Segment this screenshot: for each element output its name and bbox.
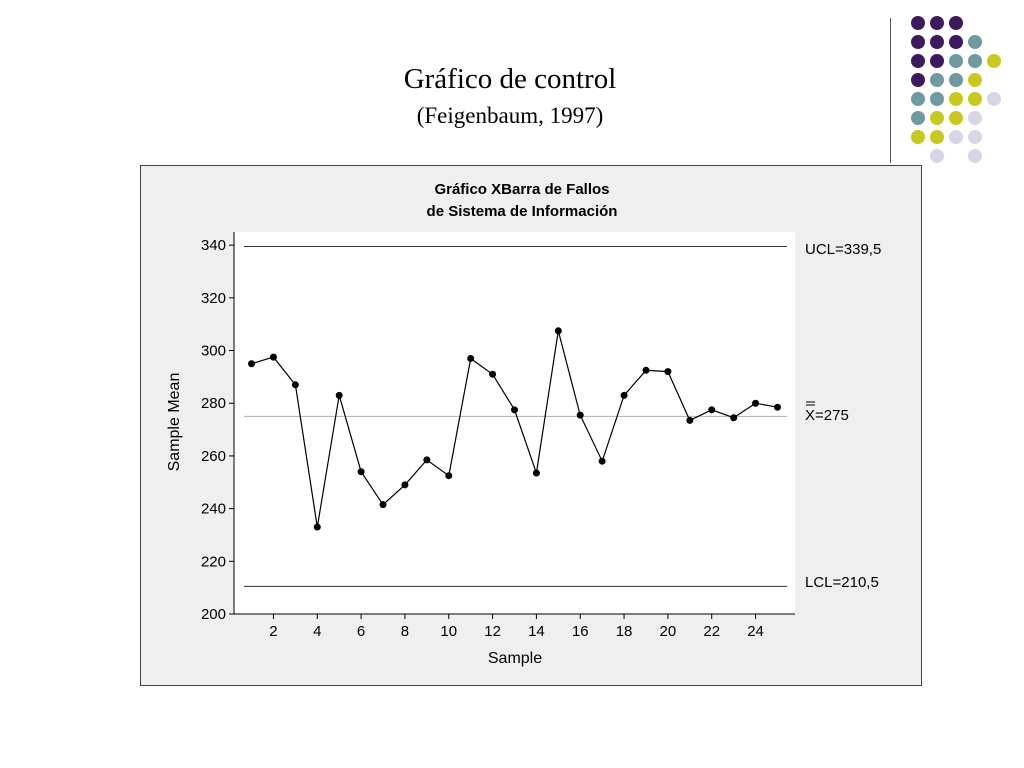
- decorative-dot: [968, 92, 982, 106]
- data-point: [730, 414, 738, 422]
- data-point: [752, 399, 760, 407]
- data-point: [379, 501, 387, 509]
- decorative-dot: [930, 149, 944, 163]
- decorative-dot-grid: [911, 16, 1001, 163]
- data-point: [708, 406, 716, 414]
- decorative-dot: [911, 130, 925, 144]
- x-tick-label: 12: [484, 623, 501, 640]
- x-tick-label: 6: [357, 623, 365, 640]
- control-limits: [244, 245, 787, 587]
- data-point: [511, 406, 518, 414]
- decorative-divider: [890, 18, 891, 163]
- data-point: [598, 457, 606, 465]
- xbar-control-chart: Gráfico XBarra de Fallos de Sistema de I…: [166, 181, 881, 667]
- decorative-dot: [987, 54, 1001, 68]
- x-tick-label: 20: [660, 623, 677, 640]
- y-tick-label: 240: [201, 501, 226, 518]
- chart-title-line1: Gráfico XBarra de Fallos: [434, 181, 609, 198]
- data-point: [686, 416, 694, 424]
- data-point: [576, 411, 584, 419]
- decorative-dot: [987, 92, 1001, 106]
- data-point: [773, 403, 781, 411]
- y-tick-label: 220: [201, 553, 226, 570]
- y-axis-label: Sample Mean: [166, 373, 183, 472]
- decorative-dot: [911, 111, 925, 125]
- decorative-dot: [968, 54, 982, 68]
- series-sample-means: [248, 327, 781, 531]
- data-point: [335, 391, 343, 399]
- decorative-dot: [968, 130, 982, 144]
- decorative-dot: [930, 16, 944, 30]
- data-point: [445, 472, 453, 480]
- center-label-prefix: X=: [805, 407, 824, 424]
- decorative-dot: [911, 35, 925, 49]
- ucl-label-value: 339,5: [844, 241, 882, 258]
- y-tick-label: 300: [201, 343, 226, 360]
- x-tick-label: 24: [747, 623, 764, 640]
- data-point: [489, 370, 497, 378]
- decorative-dot: [930, 73, 944, 87]
- x-tick-label: 4: [313, 623, 321, 640]
- decorative-dot: [930, 35, 944, 49]
- decorative-dot: [949, 54, 963, 68]
- x-tick-label: 8: [401, 623, 409, 640]
- chart-frame: Gráfico XBarra de Fallos de Sistema de I…: [140, 165, 922, 686]
- y-tick-label: 340: [201, 237, 226, 254]
- data-point: [291, 381, 299, 389]
- decorative-dot: [911, 92, 925, 106]
- lcl-label-value: 210,5: [841, 574, 879, 591]
- decorative-dot: [911, 73, 925, 87]
- data-point: [642, 366, 650, 374]
- data-point: [532, 469, 540, 477]
- decorative-dot: [930, 130, 944, 144]
- y-tick-label: 320: [201, 290, 226, 307]
- y-tick-label: 260: [201, 448, 226, 465]
- decorative-dot: [949, 111, 963, 125]
- plot-area: [234, 232, 795, 614]
- ucl-label-prefix: UCL=: [805, 241, 844, 258]
- center-label: X=275: [805, 407, 849, 424]
- data-point: [664, 368, 672, 376]
- ucl-label: UCL=339,5: [805, 241, 881, 258]
- x-axis-label: Sample: [488, 650, 542, 667]
- y-tick-label: 280: [201, 395, 226, 412]
- decorative-dot: [911, 54, 925, 68]
- data-point: [248, 360, 256, 368]
- decorative-dot: [949, 130, 963, 144]
- decorative-dot: [949, 92, 963, 106]
- lcl-label-prefix: LCL=: [805, 574, 842, 591]
- data-point: [357, 468, 365, 476]
- x-tick-label: 2: [269, 623, 277, 640]
- decorative-dot: [968, 73, 982, 87]
- x-tick-label: 10: [440, 623, 457, 640]
- decorative-dot: [930, 54, 944, 68]
- decorative-dot: [949, 73, 963, 87]
- decorative-dot: [949, 16, 963, 30]
- data-point: [554, 327, 562, 335]
- decorative-dot: [949, 35, 963, 49]
- data-point: [269, 353, 277, 361]
- x-tick-label: 22: [703, 623, 720, 640]
- data-point: [423, 456, 431, 464]
- chart-title-line2: de Sistema de Información: [427, 203, 618, 220]
- x-tick-label: 18: [616, 623, 633, 640]
- decorative-dot: [968, 35, 982, 49]
- lcl-label: LCL=210,5: [805, 574, 879, 591]
- decorative-dot: [968, 149, 982, 163]
- data-point: [620, 391, 628, 399]
- y-tick-label: 200: [201, 606, 226, 623]
- x-tick-label: 16: [572, 623, 589, 640]
- decorative-dot: [930, 92, 944, 106]
- data-point: [313, 523, 321, 531]
- decorative-dot: [930, 111, 944, 125]
- slide-title: Gráfico de control: [403, 63, 617, 95]
- data-point: [467, 354, 475, 362]
- decorative-dot: [968, 111, 982, 125]
- x-tick-label: 14: [528, 623, 545, 640]
- data-point: [401, 481, 409, 489]
- center-label-value: 275: [824, 407, 849, 424]
- decorative-dot: [911, 16, 925, 30]
- slide-subtitle: (Feigenbaum, 1997): [416, 103, 604, 128]
